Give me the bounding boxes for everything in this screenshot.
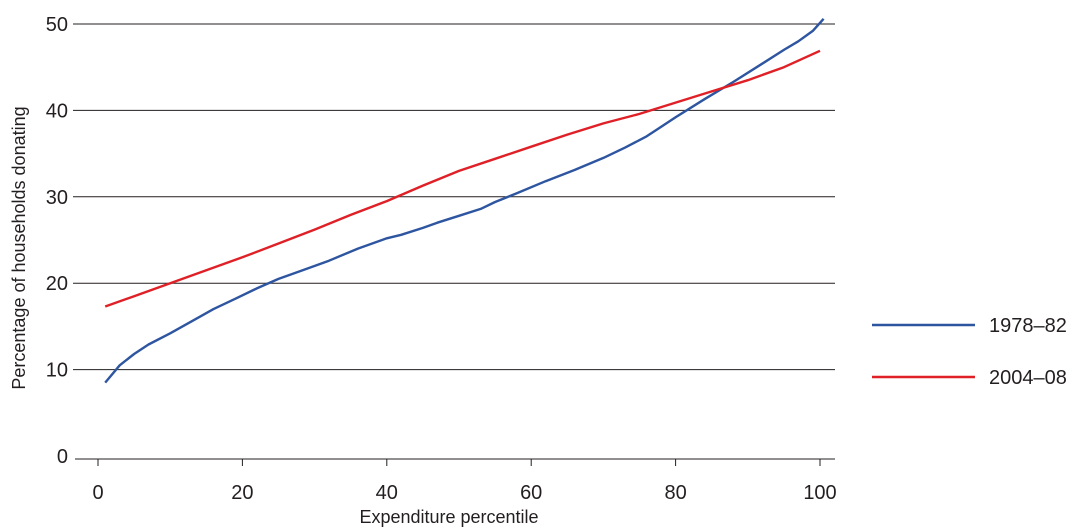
y-tick-label: 50 (46, 14, 68, 36)
y-tick-label: 20 (46, 273, 68, 295)
y-tick-label: 30 (46, 187, 68, 209)
series-line-1 (104, 18, 825, 384)
x-axis-title: Expenditure percentile (359, 507, 538, 527)
series-layer (104, 18, 825, 384)
y-tick-label: 0 (57, 446, 68, 468)
x-axis: 0 20 40 60 80 100 (75, 458, 837, 504)
legend: 1978–82 2004–08 (872, 315, 1067, 389)
y-axis-title: Percentage of households donating (9, 106, 29, 389)
y-tick-label: 40 (46, 100, 68, 122)
y-tick-label: 10 (46, 360, 68, 382)
x-tick-label: 100 (803, 482, 836, 504)
x-tick-label: 0 (92, 482, 103, 504)
legend-label: 1978–82 (989, 315, 1067, 337)
x-tick-label: 40 (376, 482, 398, 504)
x-tick-label: 60 (520, 482, 542, 504)
x-tick-label: 80 (664, 482, 686, 504)
x-tick-label: 20 (231, 482, 253, 504)
gridlines (73, 23, 835, 371)
legend-label: 2004–08 (989, 367, 1067, 389)
series-line-2 (104, 49, 821, 308)
y-axis: 0 10 20 30 40 50 (46, 14, 68, 468)
